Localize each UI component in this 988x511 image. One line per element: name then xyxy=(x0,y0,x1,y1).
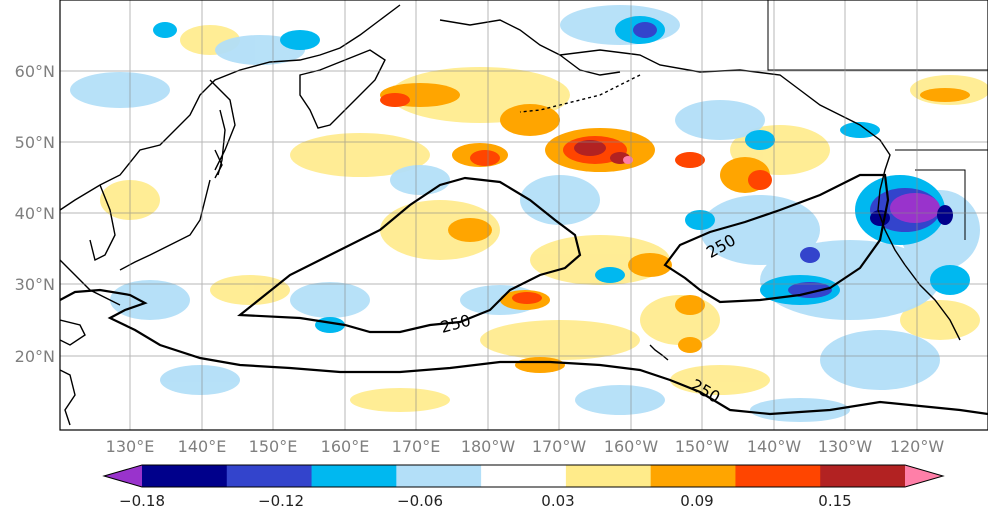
lon-label: 120°W xyxy=(890,437,945,456)
colorbar-tick-label: −0.12 xyxy=(258,492,304,510)
colorbar-tick-label: −0.06 xyxy=(397,492,443,510)
lat-label: 30°N xyxy=(15,275,55,294)
colorbar-extend-min xyxy=(104,465,142,487)
colorbar-tick-label: 0.15 xyxy=(818,492,851,510)
lon-label: 150°E xyxy=(249,437,298,456)
lat-label: 50°N xyxy=(15,133,55,152)
colorbar-segment xyxy=(481,465,567,487)
lat-label: 40°N xyxy=(15,204,55,223)
lat-label: 20°N xyxy=(15,347,55,366)
colorbar-segment xyxy=(735,465,821,487)
lon-label: 170°W xyxy=(532,437,587,456)
lat-labels: 60°N 50°N 40°N 30°N 20°N xyxy=(15,62,55,366)
lon-labels: 130°E 140°E 150°E 160°E 170°E 180°W 170°… xyxy=(106,437,945,456)
map-border xyxy=(59,0,988,431)
lon-label: 160°E xyxy=(321,437,370,456)
lon-label: 180°W xyxy=(461,437,516,456)
colorbar-segment xyxy=(142,465,228,487)
lon-label: 130°E xyxy=(106,437,155,456)
colorbar-ticks: −0.18 −0.12 −0.06 0.03 0.09 0.15 xyxy=(119,492,852,510)
lon-label: 140°E xyxy=(178,437,227,456)
colorbar-tick-label: −0.18 xyxy=(119,492,165,510)
lat-label: 60°N xyxy=(15,62,55,81)
lon-label: 140°W xyxy=(747,437,802,456)
colorbar-outline xyxy=(102,464,945,488)
colorbar-segment xyxy=(565,465,652,487)
colorbar-segment xyxy=(226,465,313,487)
gridlines xyxy=(60,0,988,430)
colorbar-segment xyxy=(650,465,736,487)
colorbar-tick-label: 0.09 xyxy=(680,492,713,510)
lon-label: 150°W xyxy=(675,437,730,456)
colorbar-segment xyxy=(396,465,482,487)
contour-250 xyxy=(60,173,988,416)
colorbar-tick-label: 0.03 xyxy=(541,492,574,510)
colorbar-segment xyxy=(311,465,397,487)
colorbar xyxy=(102,464,945,488)
lon-label: 160°W xyxy=(604,437,659,456)
colorbar-segment xyxy=(820,465,906,487)
lon-label: 170°E xyxy=(392,437,441,456)
colorbar-extend-max xyxy=(905,465,943,487)
lon-label: 130°W xyxy=(818,437,873,456)
anomaly-field xyxy=(70,5,988,422)
